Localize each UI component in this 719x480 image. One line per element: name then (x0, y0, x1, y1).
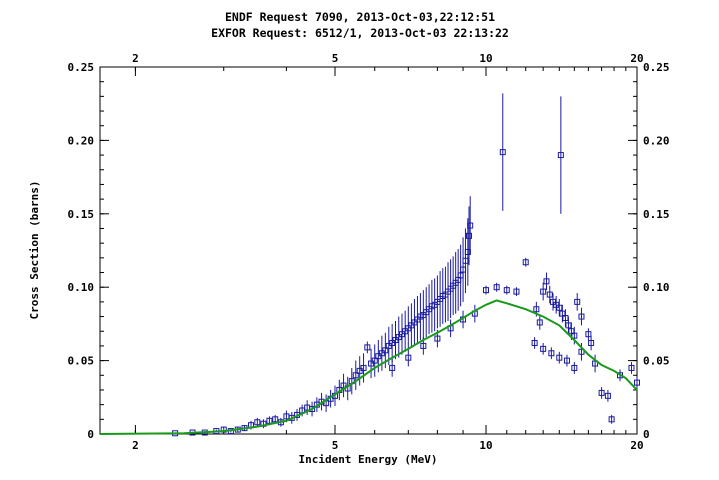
data-point (531, 339, 538, 346)
data-point (540, 345, 547, 352)
data-point (571, 364, 578, 371)
data-point (562, 315, 569, 322)
data-point (546, 291, 553, 298)
y-tick-label-right: 0.15 (643, 208, 670, 221)
ticks-layer (100, 66, 638, 435)
x-tick-label-top: 2 (132, 52, 139, 65)
data-point (628, 364, 635, 371)
y-tick-label-right: 0.10 (643, 281, 670, 294)
data-point (548, 350, 555, 357)
data-point (389, 364, 396, 371)
data-point (254, 419, 261, 426)
data-point (634, 379, 640, 386)
data-point (513, 288, 520, 295)
data-point (556, 304, 563, 311)
y-tick-label: 0.25 (68, 61, 95, 74)
data-layer (99, 93, 640, 437)
data-point (540, 288, 547, 295)
data-point (382, 347, 389, 354)
y-tick-label: 0.10 (68, 281, 95, 294)
exfor-request-title: EXFOR Request: 6512/1, 2013-Oct-03 22:13… (211, 26, 509, 40)
x-tick-label-top: 10 (479, 52, 492, 65)
x-tick-label: 20 (630, 439, 643, 452)
data-point (556, 354, 563, 361)
data-point (522, 259, 529, 266)
x-tick-label-top: 5 (332, 52, 339, 65)
data-point (360, 364, 367, 371)
data-point (608, 416, 615, 423)
data-point (503, 287, 510, 294)
data-point (598, 389, 605, 396)
data-point (533, 306, 540, 313)
y-tick-label: 0.20 (68, 134, 95, 147)
x-axis-title: Incident Energy (MeV) (298, 453, 437, 466)
data-point (536, 319, 543, 326)
evaluation-line (99, 299, 638, 435)
x-tick-label-top: 20 (630, 52, 643, 65)
data-point (578, 313, 585, 320)
plot-frame (99, 66, 638, 435)
y-tick-label-right: 0.25 (643, 61, 670, 74)
y-tick-label-right: 0.05 (643, 355, 670, 368)
y-tick-label-right: 0.20 (643, 134, 670, 147)
data-point (420, 342, 427, 349)
y-axis-title: Cross Section (barns) (28, 180, 41, 319)
data-point (371, 357, 378, 364)
data-point (272, 416, 279, 423)
x-tick-label: 2 (132, 439, 139, 452)
y-tick-label: 0.05 (68, 355, 95, 368)
data-point (574, 298, 581, 305)
data-point (467, 222, 474, 229)
data-point (352, 372, 359, 379)
y-tick-label: 0.15 (68, 208, 95, 221)
x-tick-label: 5 (332, 439, 339, 452)
data-point (559, 310, 566, 317)
data-point (493, 284, 500, 291)
data-point (571, 332, 578, 339)
endf-request-title: ENDF Request 7090, 2013-Oct-03,22:12:51 (225, 10, 495, 24)
data-point (309, 406, 316, 413)
data-point (563, 357, 570, 364)
data-point (604, 392, 611, 399)
data-point (578, 348, 585, 355)
data-point (405, 354, 412, 361)
data-point (434, 335, 441, 342)
data-point (466, 232, 473, 239)
data-point (585, 331, 592, 338)
data-point (557, 152, 564, 159)
y-tick-label-right: 0 (643, 428, 650, 441)
y-tick-label: 0 (87, 428, 94, 441)
data-point (588, 339, 595, 346)
data-point (543, 278, 550, 285)
data-point (364, 344, 371, 351)
data-point (499, 149, 506, 156)
x-tick-label: 10 (479, 439, 492, 452)
data-point (483, 287, 490, 294)
